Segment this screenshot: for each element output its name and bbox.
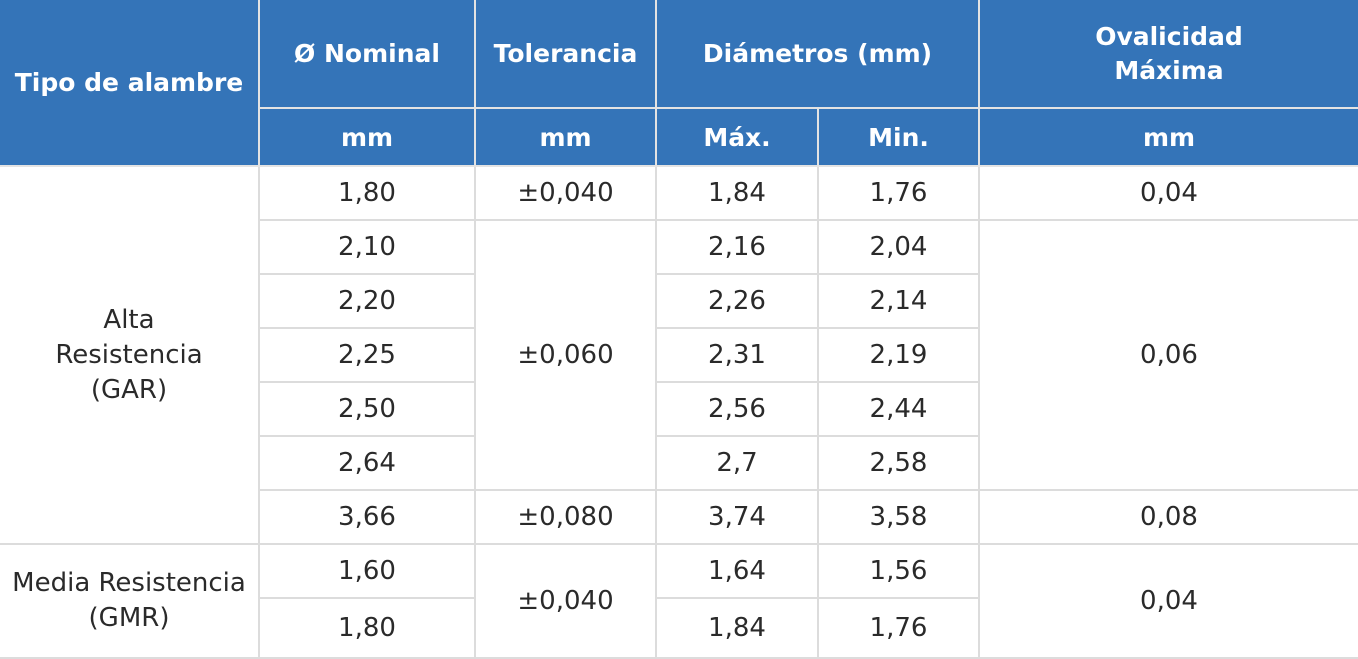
table-row: 2,20 2,26 2,14 <box>0 273 1358 329</box>
nominal-cell: 2,10 <box>259 219 476 275</box>
header-row-main: Tipo de alambre Ø Nominal Tolerancia Diá… <box>0 0 1358 167</box>
col-header-max: Máx. <box>655 107 819 167</box>
wire-type-line: Alta <box>103 304 155 335</box>
col-header-nominal: Ø Nominal <box>258 0 476 109</box>
table-row: 2,25 2,31 2,19 <box>0 327 1358 383</box>
nominal-cell: 3,66 <box>259 489 476 545</box>
wire-type-line: (GMR) <box>88 603 170 633</box>
unit-ovalidad: mm <box>978 107 1358 167</box>
col-header-ovalidad-line1: Ovalicidad <box>1095 21 1243 51</box>
max-cell: 2,26 <box>655 273 819 329</box>
min-cell: 1,76 <box>817 165 980 221</box>
tolerance-cell: ±0,040 <box>474 543 657 659</box>
max-cell: 1,84 <box>655 597 819 659</box>
tolerance-cell: ±0,080 <box>474 489 657 545</box>
unit-nominal: mm <box>259 107 476 167</box>
max-cell: 1,64 <box>655 543 819 599</box>
nominal-cell: 1,80 <box>259 597 476 659</box>
col-header-ovalidad: Ovalicidad Máxima <box>978 0 1358 109</box>
max-cell: 2,16 <box>655 219 819 275</box>
min-cell: 3,58 <box>817 489 980 545</box>
tolerance-cell: ±0,040 <box>474 165 657 221</box>
min-cell: 1,56 <box>817 543 980 599</box>
header-row-units: mm mm Máx. Min. mm <box>0 107 1358 167</box>
ovality-cell: 0,04 <box>978 165 1358 221</box>
nominal-cell: 1,60 <box>258 543 476 599</box>
table-row: Alta Resistencia (GAR) 1,80 ±0,040 1,84 … <box>0 165 1358 545</box>
min-cell: 2,04 <box>817 219 980 275</box>
wire-type-cell: Media Resistencia (GMR) <box>0 543 260 659</box>
table-row: 3,66 ±0,080 3,74 3,58 0,08 <box>0 489 1358 545</box>
ovality-cell: 0,08 <box>978 489 1358 545</box>
min-cell: 2,58 <box>817 435 979 491</box>
table-row: 1,80 1,84 1,76 <box>0 597 1358 659</box>
min-cell: 1,76 <box>817 597 979 659</box>
col-header-tipo: Tipo de alambre <box>0 0 260 167</box>
nominal-cell: 2,25 <box>259 327 476 383</box>
tolerance-cell: ±0,060 <box>474 219 657 491</box>
min-cell: 2,19 <box>817 327 979 383</box>
ovality-cell: 0,04 <box>978 543 1358 659</box>
wire-type-line: Media Resistencia <box>12 568 246 598</box>
min-cell: 2,44 <box>817 381 979 437</box>
table-row: 2,10 ±0,060 2,16 2,04 0,06 <box>0 219 1358 491</box>
nominal-cell: 2,50 <box>259 381 476 437</box>
col-header-ovalidad-line2: Máxima <box>1114 55 1224 85</box>
nominal-cell: 2,20 <box>259 273 476 329</box>
nominal-cell: 1,80 <box>258 165 476 221</box>
wire-type-line: (GAR) <box>90 374 168 405</box>
max-cell: 2,7 <box>655 435 819 491</box>
wire-type-cell: Alta Resistencia (GAR) <box>0 165 260 545</box>
max-cell: 3,74 <box>655 489 819 545</box>
max-cell: 2,56 <box>655 381 819 437</box>
wire-type-line: Resistencia <box>55 339 203 370</box>
min-cell: 2,14 <box>817 273 979 329</box>
table-row: 2,64 2,7 2,58 <box>0 435 1358 491</box>
nominal-cell: 2,64 <box>259 435 476 491</box>
max-cell: 1,84 <box>655 165 819 221</box>
table-row: Media Resistencia (GMR) 1,60 ±0,040 1,64… <box>0 543 1358 659</box>
ovality-cell: 0,06 <box>978 219 1358 491</box>
col-header-min: Min. <box>817 107 980 167</box>
table-row: 2,50 2,56 2,44 <box>0 381 1358 437</box>
col-header-tolerancia: Tolerancia <box>474 0 657 109</box>
unit-tolerancia: mm <box>474 107 657 167</box>
max-cell: 2,31 <box>655 327 819 383</box>
col-header-diametros: Diámetros (mm) <box>655 0 980 109</box>
